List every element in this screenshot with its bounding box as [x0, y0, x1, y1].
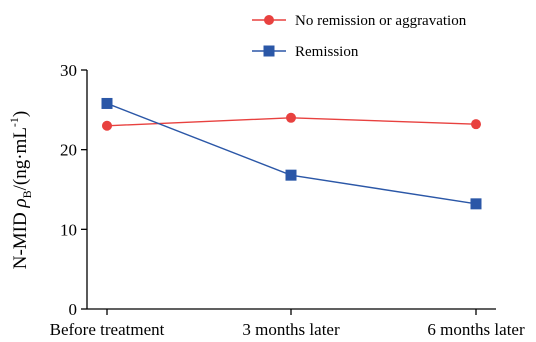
y-axis: 0 10 20 30	[60, 61, 88, 319]
x-tick-label: Before treatment	[50, 320, 165, 339]
legend-item-0: No remission or aggravation	[252, 13, 467, 29]
legend: No remission or aggravation Remission	[252, 13, 467, 60]
legend-label: Remission	[295, 44, 359, 60]
data-point-square	[101, 97, 113, 109]
series-layer	[101, 97, 482, 210]
y-tick-label: 20	[60, 141, 77, 160]
legend-label: No remission or aggravation	[295, 13, 467, 29]
y-axis-label-unit-open: /(ng·mL	[10, 127, 31, 190]
y-axis-label-unit-close: )	[10, 111, 31, 117]
legend-item-1: Remission	[252, 44, 359, 60]
data-point-square	[470, 198, 482, 210]
legend-marker-circle	[264, 15, 274, 25]
series-0	[102, 112, 481, 131]
y-axis-label-rho-sub: B	[20, 190, 34, 198]
legend-marker-square	[263, 45, 275, 57]
data-point-circle	[286, 112, 296, 123]
data-point-circle	[471, 119, 481, 130]
y-tick-label: 0	[69, 300, 78, 319]
y-axis-label: N-MID ρB/(ng·mL-1)	[7, 111, 34, 270]
x-tick-label: 3 months later	[242, 320, 340, 339]
y-axis-label-rho: ρ	[10, 198, 31, 208]
y-axis-label-unit-sup: -1	[7, 117, 21, 127]
y-tick-label: 30	[60, 61, 77, 80]
x-tick-label: 6 months later	[427, 320, 525, 339]
y-axis-label-prefix: N-MID	[10, 208, 31, 270]
y-tick-label: 10	[60, 220, 77, 239]
data-point-circle	[102, 120, 112, 131]
series-1	[101, 97, 482, 210]
data-point-square	[285, 169, 297, 181]
x-axis: Before treatment 3 months later 6 months l…	[50, 308, 525, 339]
